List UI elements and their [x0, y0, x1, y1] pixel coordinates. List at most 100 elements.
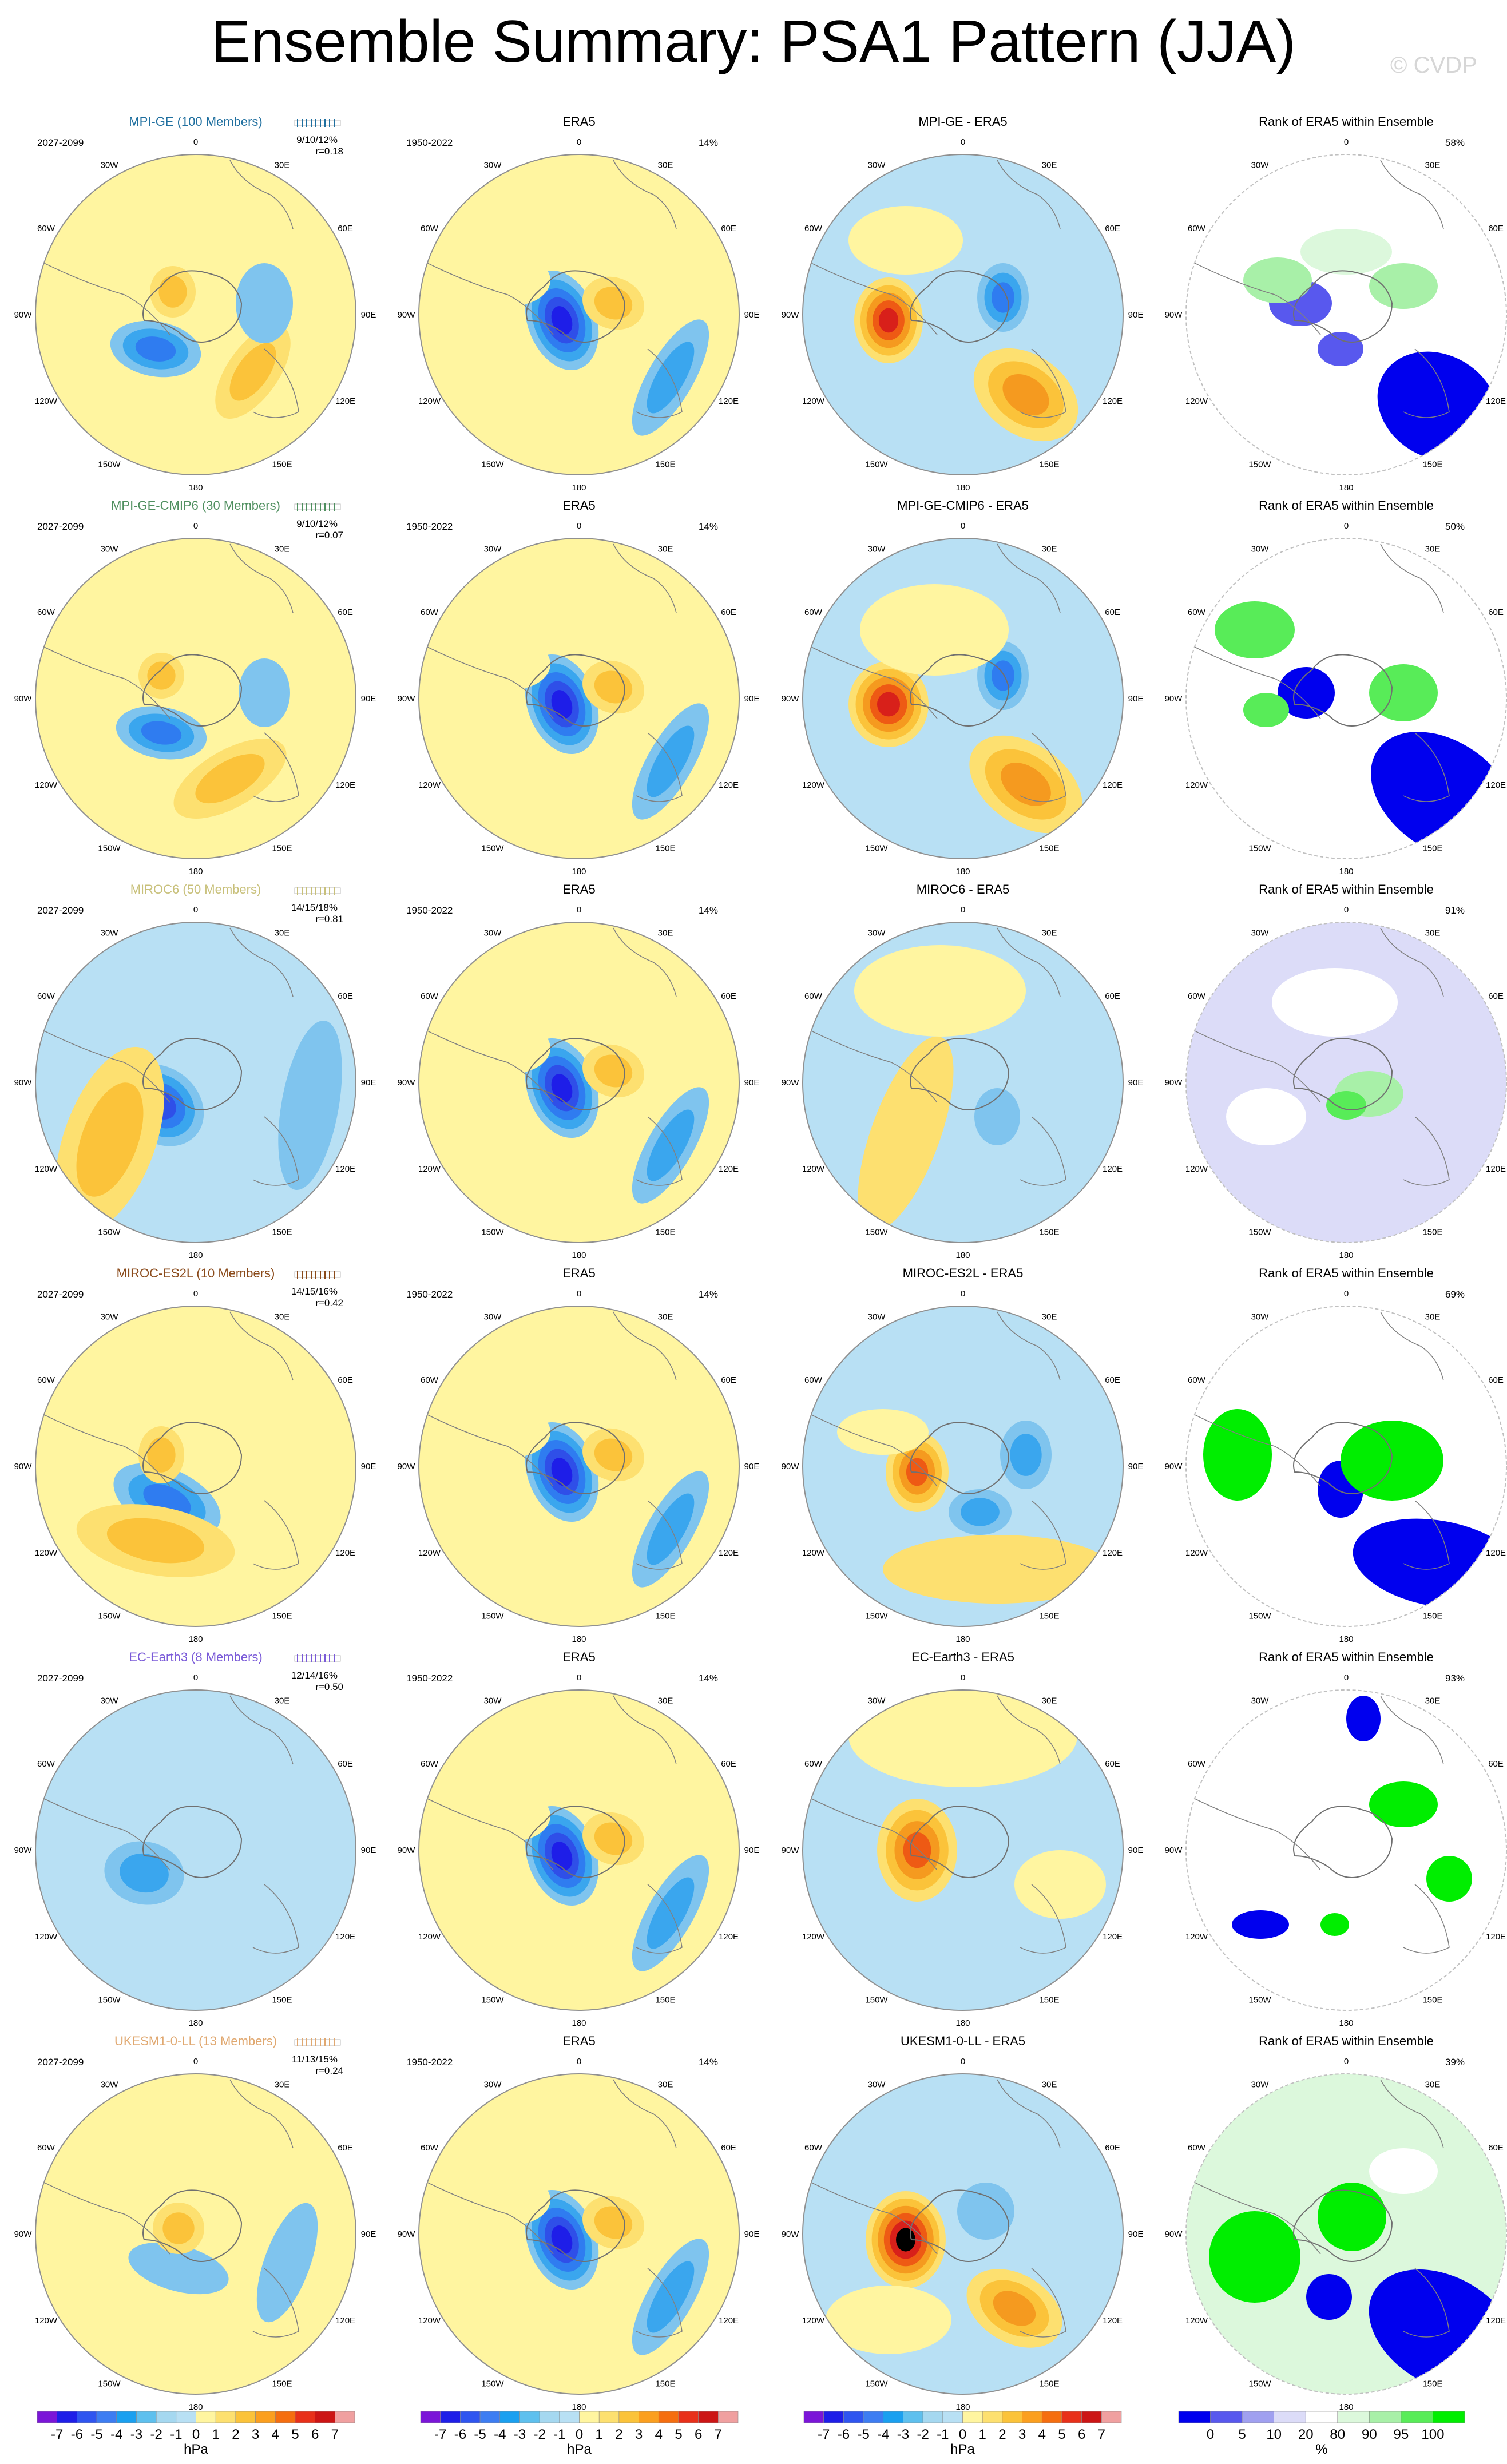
longitude-label: 120E — [335, 396, 355, 406]
positive-anomaly-contour — [195, 753, 265, 804]
colorbar-tick-label: -5 — [90, 2427, 102, 2442]
longitude-label: 30E — [1042, 160, 1057, 170]
longitude-label: 120E — [719, 2316, 739, 2326]
longitude-label: 150W — [481, 2379, 504, 2389]
colorbar-unit-label: % — [1315, 2442, 1327, 2457]
africa-coastline — [997, 1311, 1061, 1381]
map-boundary — [1185, 922, 1507, 1243]
longitude-label: 150W — [1248, 2379, 1271, 2389]
longitude-label: 180 — [572, 2402, 586, 2412]
africa-coastline — [613, 543, 677, 613]
africa-coastline — [613, 1695, 677, 1765]
longitude-label: 30E — [658, 544, 673, 554]
mean-map-miroc-es2l: 0 30E 60E 90E 120E 150E 180 150W 120W 90W 60W 30W — [14, 1289, 376, 1644]
positive-anomaly-contour — [877, 692, 900, 717]
colorbar-tick-label: -3 — [130, 2427, 142, 2442]
longitude-label: 150E — [272, 460, 292, 470]
longitude-label: 60W — [37, 1759, 55, 1769]
longitude-label: 30W — [868, 544, 886, 554]
south-america-coastline — [421, 1795, 554, 1871]
longitude-label: 150E — [655, 1612, 675, 1621]
longitude-label: 180 — [188, 1251, 203, 1260]
africa-coastline — [1380, 1695, 1444, 1765]
longitude-label: 90W — [14, 310, 33, 320]
rank-region — [1369, 1781, 1438, 1827]
weak-anomaly-region — [234, 1370, 318, 1471]
south-america-coastline — [805, 644, 938, 719]
colorbar-tick-label: 1 — [596, 2427, 603, 2442]
longitude-label: 120E — [1486, 1932, 1506, 1942]
colorbar-swatch — [136, 2411, 157, 2423]
longitude-label: 0 — [961, 1289, 965, 1299]
longitude-label: 90E — [361, 694, 376, 704]
longitude-label: 120W — [1185, 2316, 1208, 2326]
map-boundary — [35, 538, 356, 859]
longitude-label: 150E — [655, 2379, 675, 2389]
colorbar-swatch — [420, 2411, 441, 2423]
africa-coastline — [997, 160, 1061, 229]
longitude-label: 150E — [1039, 1612, 1059, 1621]
colorbar-tick-label: 95 — [1394, 2427, 1409, 2442]
rank-region — [1209, 2211, 1300, 2303]
antarctica-coastline — [142, 2189, 243, 2262]
antarctica-coastline — [910, 270, 1010, 343]
longitude-label: 30W — [101, 928, 119, 938]
australia-coastline — [252, 1500, 299, 1570]
colorbar-tick-label: 6 — [695, 2427, 702, 2442]
longitude-label: 60E — [1105, 1375, 1120, 1385]
longitude-label: 60W — [804, 608, 823, 617]
longitude-label: 90E — [744, 694, 760, 704]
antarctica-coastline — [1293, 2189, 1393, 2262]
south-america-coastline — [1188, 2179, 1321, 2255]
antarctica-coastline — [142, 270, 243, 343]
antarctica-coastline — [1293, 654, 1393, 727]
australia-coastline — [636, 1500, 683, 1570]
longitude-label: 90E — [744, 1462, 760, 1471]
south-america-coastline — [805, 1795, 938, 1871]
longitude-label: 150E — [655, 460, 675, 470]
longitude-label: 180 — [188, 2402, 203, 2412]
longitude-label: 60W — [37, 1375, 55, 1385]
south-america-coastline — [38, 1411, 170, 1487]
colorbar-swatch — [883, 2411, 903, 2423]
colorbar-swatch — [1274, 2411, 1306, 2423]
member-distribution-strip — [294, 503, 341, 511]
difference-title: EC-Earth3 - ERA5 — [911, 1650, 1014, 1664]
diff-map-ukesm1-0-ll: 0 30E 60E 90E 120E 150E 180 150W 120W 90W 60W 30W — [782, 2057, 1144, 2412]
longitude-label: 60W — [804, 1759, 823, 1769]
colorbar-swatch — [335, 2411, 355, 2423]
longitude-label: 90E — [1128, 2229, 1144, 2239]
colorbar-swatch — [962, 2411, 983, 2423]
rank-region — [1226, 1088, 1306, 1145]
africa-coastline — [997, 543, 1061, 613]
antarctica-coastline — [1293, 1806, 1393, 1878]
diff-map-miroc-es2l: 0 30E 60E 90E 120E 150E 180 150W 120W 90W 60W 30W — [782, 1289, 1144, 1644]
longitude-label: 60E — [1488, 1375, 1504, 1385]
difference-title: MPI-GE - ERA5 — [918, 114, 1007, 129]
longitude-label: 90W — [398, 1078, 416, 1088]
colorbar-tick-label: 1 — [979, 2427, 986, 2442]
map-boundary — [418, 1689, 740, 2011]
colorbar-unit-label: hPa — [567, 2442, 592, 2457]
negative-anomaly-contour — [647, 1493, 695, 1565]
longitude-label: 180 — [188, 867, 203, 876]
colorbar-swatch — [982, 2411, 1003, 2423]
longitude-label: 60E — [721, 1375, 736, 1385]
longitude-label: 30W — [101, 160, 119, 170]
rank-region — [1369, 2148, 1438, 2194]
member-distribution-strip — [294, 119, 341, 127]
colorbar-tick-label: -3 — [897, 2427, 909, 2442]
longitude-label: 90W — [782, 1462, 800, 1471]
australia-coastline — [1403, 1884, 1450, 1954]
longitude-label: 150W — [865, 1612, 888, 1621]
longitude-label: 120W — [418, 2316, 441, 2326]
pattern-correlation-label: r=0.42 — [315, 1298, 343, 1308]
colorbar-tick-label: -7 — [818, 2427, 830, 2442]
longitude-label: 90E — [744, 1078, 760, 1088]
longitude-label: 60E — [1488, 608, 1504, 617]
longitude-label: 30W — [101, 544, 119, 554]
diff-map-mpi-ge: 0 30E 60E 90E 120E 150E 180 150W 120W 90W 60W 30W — [782, 137, 1144, 493]
longitude-label: 30W — [1251, 544, 1270, 554]
map-boundary — [35, 922, 356, 1243]
longitude-label: 60E — [338, 1759, 353, 1769]
